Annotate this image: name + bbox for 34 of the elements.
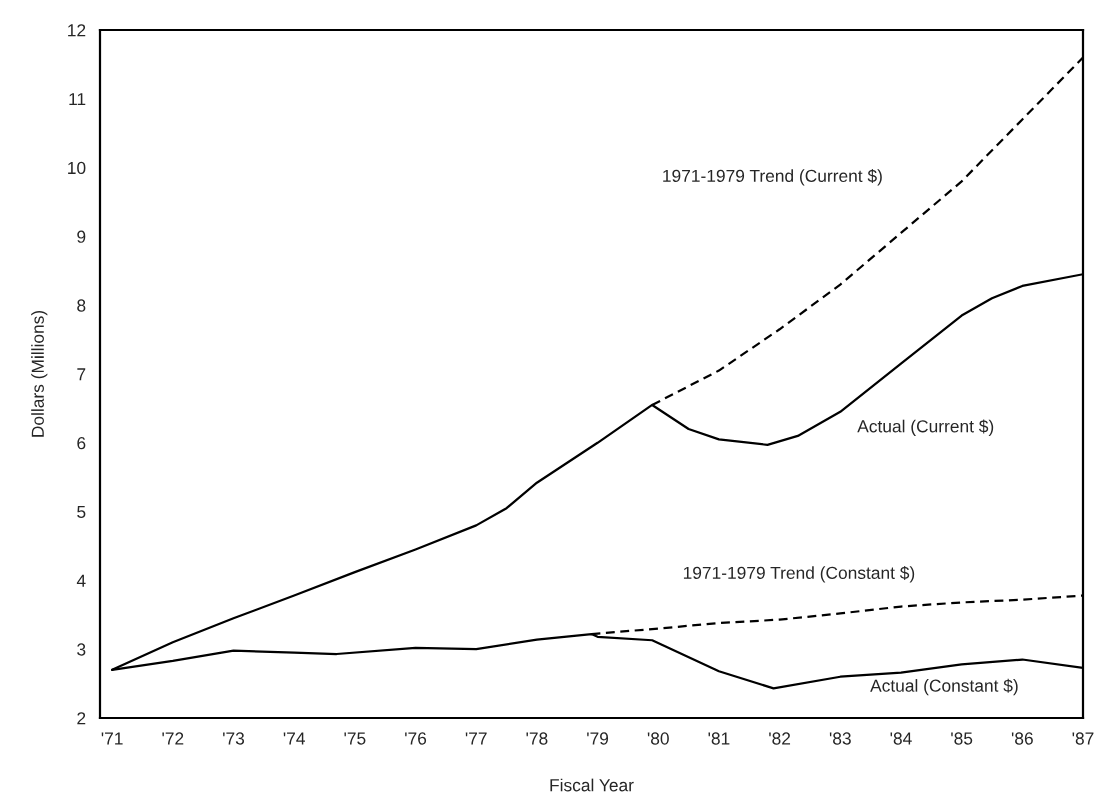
y-axis-title: Dollars (Millions)	[31, 310, 48, 437]
x-tick-label: '82	[769, 732, 791, 745]
x-tick-label: '77	[465, 732, 487, 745]
series-label: 1971-1979 Trend (Constant $)	[683, 565, 915, 583]
series-label: Actual (Current $)	[857, 419, 994, 436]
y-tick-label: 11	[69, 93, 86, 106]
x-tick-label: '79	[587, 732, 609, 745]
x-tick-label: '74	[283, 732, 305, 745]
x-tick-label: '76	[405, 732, 427, 745]
y-tick-label: 4	[76, 574, 86, 587]
x-tick-label: '87	[1072, 732, 1094, 745]
y-tick-label: 7	[77, 368, 86, 381]
y-tick-label: 8	[77, 299, 86, 312]
y-tick-label: 12	[68, 24, 86, 37]
y-tick-label: 3	[77, 643, 86, 656]
x-tick-label: '81	[708, 732, 730, 745]
series-label: Actual (Constant $)	[870, 678, 1018, 696]
x-tick-label: '84	[890, 732, 912, 745]
y-tick-label: 9	[77, 230, 86, 243]
y-tick-label: 10	[68, 161, 86, 175]
x-tick-label: '75	[344, 732, 366, 745]
x-tick-label: '86	[1011, 732, 1033, 745]
text: 1971-1979 Trend (Current $)	[663, 169, 882, 186]
x-axis-title: Fiscal Year	[550, 778, 634, 792]
y-tick-label: 2	[77, 712, 86, 725]
x-tick-label: '72	[162, 732, 184, 745]
x-tick-label: '80	[647, 732, 669, 745]
x-tick-label: '78	[526, 732, 548, 745]
x-tick-label: '73	[223, 732, 245, 745]
y-tick-label: 6	[77, 436, 86, 450]
y-tick-label: 5	[77, 505, 86, 519]
x-tick-label: '85	[951, 732, 973, 745]
x-tick-label: '71	[101, 732, 123, 745]
x-tick-label: '83	[829, 732, 851, 745]
